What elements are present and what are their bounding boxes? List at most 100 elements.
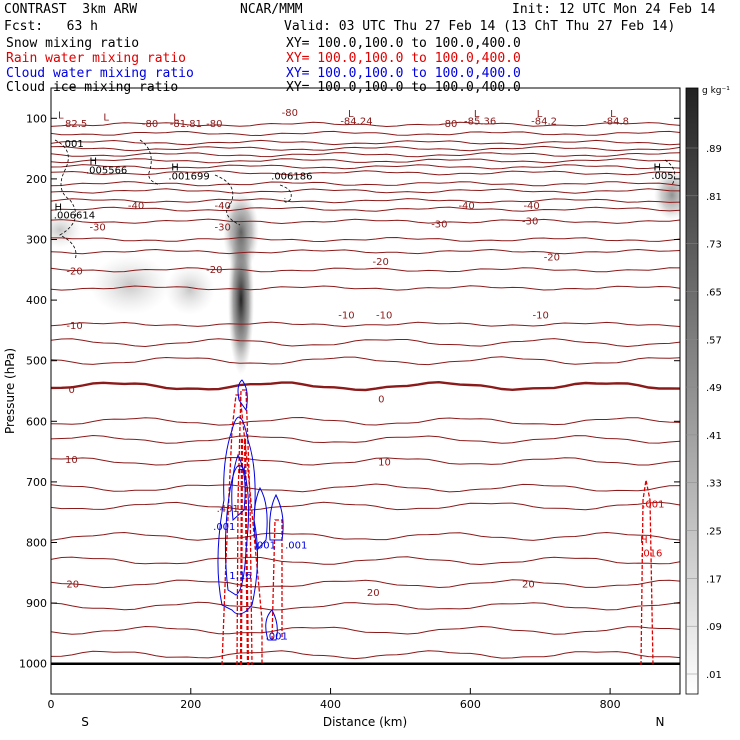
contour-label: -10 <box>533 310 549 321</box>
contour-label: L <box>537 109 543 120</box>
snow-haze-2 <box>165 265 215 315</box>
contour-label: .006614 <box>54 210 95 221</box>
isotherm-line <box>51 579 680 589</box>
contour-label: -20 <box>544 253 560 264</box>
init-time: Init: 12 UTC Mon 24 Feb 14 <box>512 2 716 17</box>
contour-label: -30 <box>215 222 231 233</box>
isotherm-line <box>51 531 680 541</box>
contour-label: 10 <box>65 455 78 466</box>
x-axis-end-left: S <box>81 715 89 729</box>
contour-label: -40 <box>215 201 231 212</box>
contour-label: -30 <box>431 219 447 230</box>
y-tick-label: 300 <box>26 234 47 247</box>
contour-label: -20 <box>206 265 222 276</box>
cloud-contour-3 <box>231 453 246 522</box>
contour-label: -30 <box>522 216 538 227</box>
isotherm-line <box>51 501 680 511</box>
contour-label: .006186 <box>271 172 312 183</box>
isotherm-line <box>51 130 680 137</box>
y-tick-label: 800 <box>26 537 47 550</box>
y-tick-label: 400 <box>26 294 47 307</box>
colorbar: .01 .09 .17 .25 .33 .41 .49 .57 .65 .73 .81 .89 <box>685 87 722 695</box>
colorbar-ramp <box>685 87 699 695</box>
y-axis-label: Pressure (hPa) <box>3 348 17 434</box>
x-tick-label: 600 <box>460 698 481 711</box>
isotherm-line <box>51 206 680 212</box>
contour-label: -30 <box>89 222 105 233</box>
contour-label: .401 <box>217 504 239 515</box>
cloud-ice-contours <box>54 139 676 261</box>
contour-label: .005566 <box>86 165 127 176</box>
isotherm-line <box>51 198 680 204</box>
plot-frame <box>50 87 681 695</box>
colorbar-tick-label: .65 <box>706 287 722 298</box>
isotherm-line <box>51 416 680 426</box>
cloud-contour-6 <box>265 609 278 641</box>
contour-label: -40 <box>523 201 539 212</box>
colorbar-tick-label: .33 <box>706 479 722 490</box>
colorbar-tick-label: .57 <box>706 335 722 346</box>
contour-label: -10 <box>376 310 392 321</box>
contour-label: H <box>89 156 97 167</box>
field-cloudwater-name: Cloud water mixing ratio <box>6 66 194 81</box>
isotherm-line <box>51 139 680 146</box>
contour-label: -10 <box>66 321 82 332</box>
colorbar-tick-label: .89 <box>706 144 722 155</box>
field-snow-name: Snow mixing ratio <box>6 36 140 51</box>
contour-label: 82.5 <box>65 119 87 130</box>
x-axis-label: Distance (km) <box>323 715 407 729</box>
contour-label: -80 <box>282 108 298 119</box>
field-cloudwater-xy: XY= 100.0,100.0 to 100.0,400.0 <box>286 66 521 81</box>
isotherm-line <box>51 483 680 493</box>
isotherm-line <box>51 380 680 392</box>
contour-label: L <box>103 113 109 124</box>
colorbar-tick-label: .73 <box>706 240 722 251</box>
contour-label: -84.24 <box>340 116 372 127</box>
contour-label: -40 <box>128 201 144 212</box>
forecast-hour: Fcst: 63 h <box>4 19 98 34</box>
contour-label: -10 <box>338 310 354 321</box>
isotherm-line <box>51 338 680 348</box>
isotherm-line <box>51 188 680 194</box>
contour-label: -80 <box>142 119 158 130</box>
cloud-contour-4 <box>253 486 268 552</box>
cloud-contour-2 <box>224 465 250 596</box>
contour-label: .001 <box>61 139 83 150</box>
contour-label: L <box>173 113 179 124</box>
rain-contours <box>221 389 654 666</box>
isotherm-line <box>51 601 680 611</box>
x-tick-label: 400 <box>320 698 341 711</box>
contour-label: 0 <box>68 385 74 396</box>
contour-label: 20 <box>66 579 79 590</box>
contour-label: L <box>58 110 64 121</box>
field-rain-xy: XY= 100.0,100.0 to 100.0,400.0 <box>286 51 521 66</box>
rain-contour-5 <box>640 479 654 666</box>
isotherm-line <box>51 170 680 176</box>
contour-label: -84.2 <box>531 116 557 127</box>
contour-label: .001 <box>285 541 307 552</box>
isotherm-line <box>51 650 680 660</box>
field-snow-xy: XY= 100.0,100.0 to 100.0,400.0 <box>286 36 521 51</box>
contour-label: -40 <box>458 201 474 212</box>
contour-label: -20 <box>372 257 388 268</box>
colorbar-tick-label: .01 <box>706 670 722 681</box>
contour-label: 16 <box>239 571 252 582</box>
ice-contour-4 <box>279 184 292 203</box>
isotherm-line <box>51 248 680 255</box>
contour-label: -81.81 <box>170 119 202 130</box>
isotherm-line <box>51 267 680 273</box>
contour-label: .001 <box>254 541 276 552</box>
ice-contour-3 <box>214 174 241 226</box>
contour-label: .001 <box>213 522 235 533</box>
isotherm-line <box>51 218 680 225</box>
snow-haze-1 <box>90 255 170 315</box>
y-tick-label: 900 <box>26 597 47 610</box>
colorbar-tick-label: .09 <box>706 622 722 633</box>
isotherm-line <box>51 236 680 243</box>
x-tick-label: 800 <box>600 698 621 711</box>
contour-label: L <box>474 109 480 120</box>
contour-label: H <box>640 535 648 546</box>
isotherm-line <box>51 152 680 158</box>
colorbar-tick-label: .49 <box>706 383 722 394</box>
y-tick-label: 700 <box>26 476 47 489</box>
